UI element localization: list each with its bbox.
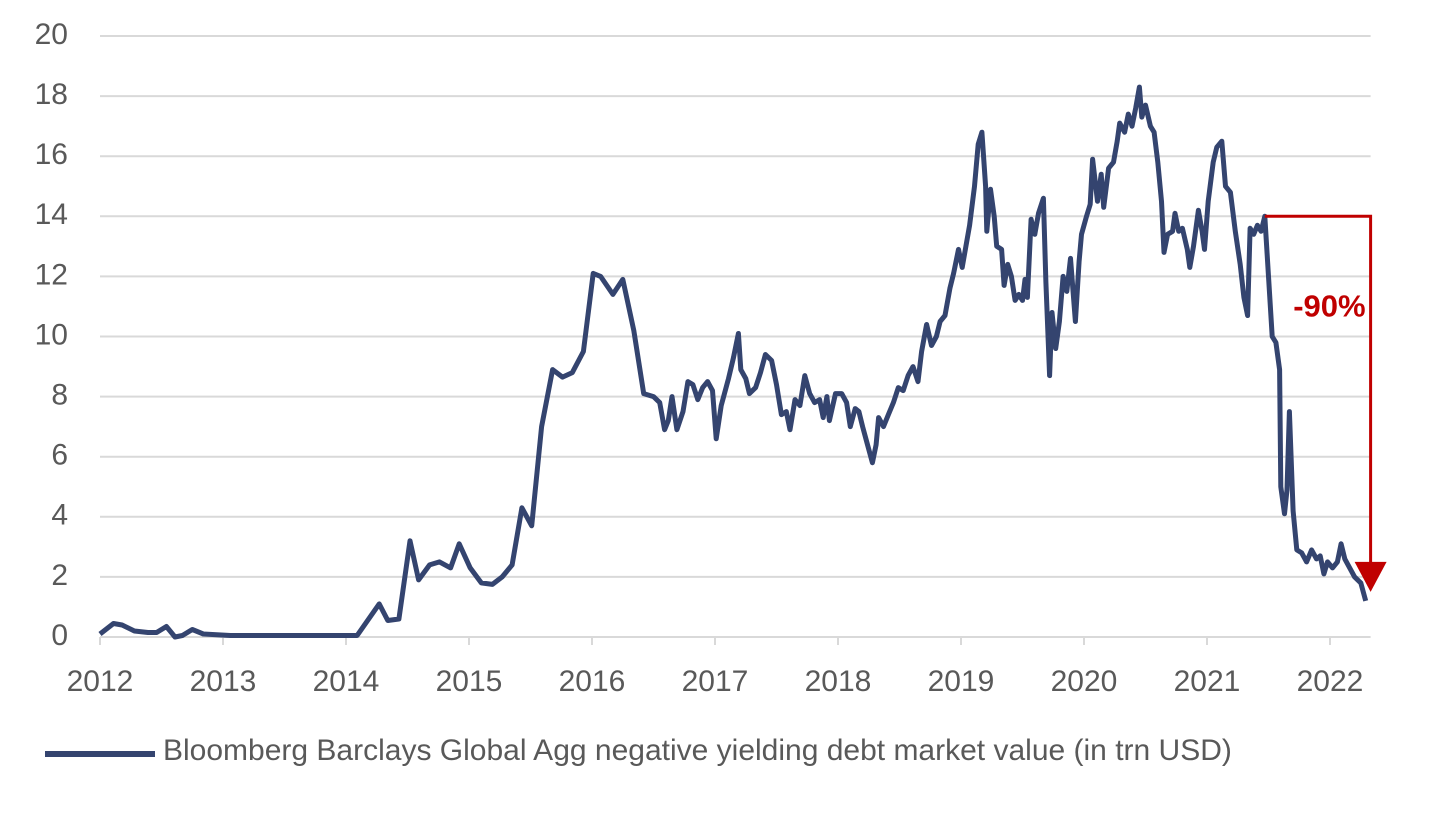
- y-tick-label: 2: [51, 559, 68, 592]
- series-line: [98, 84, 1369, 640]
- x-tick-label: 2021: [1174, 665, 1241, 698]
- y-tick-label: 0: [51, 619, 68, 652]
- x-tick-label: 2020: [1051, 665, 1118, 698]
- chart: 0 2 4 6 8 10 12 14 16 18 20 2012 2013 2014 2015 2016 201…: [35, 18, 1387, 698]
- y-tick-label: 6: [51, 439, 68, 472]
- y-tick-label: 10: [35, 318, 68, 351]
- x-tick-label: 2016: [559, 665, 626, 698]
- y-tick-label: 20: [35, 18, 68, 51]
- y-tick-label: 4: [51, 499, 68, 532]
- x-tick-label: 2013: [190, 665, 257, 698]
- y-tick-label: 12: [35, 258, 68, 291]
- x-tick-label: 2017: [682, 665, 749, 698]
- legend-label: Bloomberg Barclays Global Agg negative y…: [163, 734, 1232, 767]
- x-tick-label: 2012: [67, 665, 134, 698]
- x-tick-label: 2018: [805, 665, 872, 698]
- y-tick-label: 18: [35, 78, 68, 111]
- legend-swatch: [45, 751, 155, 757]
- y-tick-label: 8: [51, 379, 68, 412]
- x-tick-label: 2022: [1297, 665, 1364, 698]
- legend: Bloomberg Barclays Global Agg negative y…: [45, 732, 1435, 770]
- annotation-label: -90%: [1293, 288, 1365, 323]
- y-tick-label: 14: [35, 198, 68, 231]
- x-tick-label: 2014: [313, 665, 380, 698]
- x-tick-label: 2019: [928, 665, 995, 698]
- y-tick-label: 16: [35, 138, 68, 171]
- x-tick-label: 2015: [436, 665, 503, 698]
- annotation-bracket: [1264, 214, 1373, 564]
- annotation-arrowhead: [1354, 561, 1387, 592]
